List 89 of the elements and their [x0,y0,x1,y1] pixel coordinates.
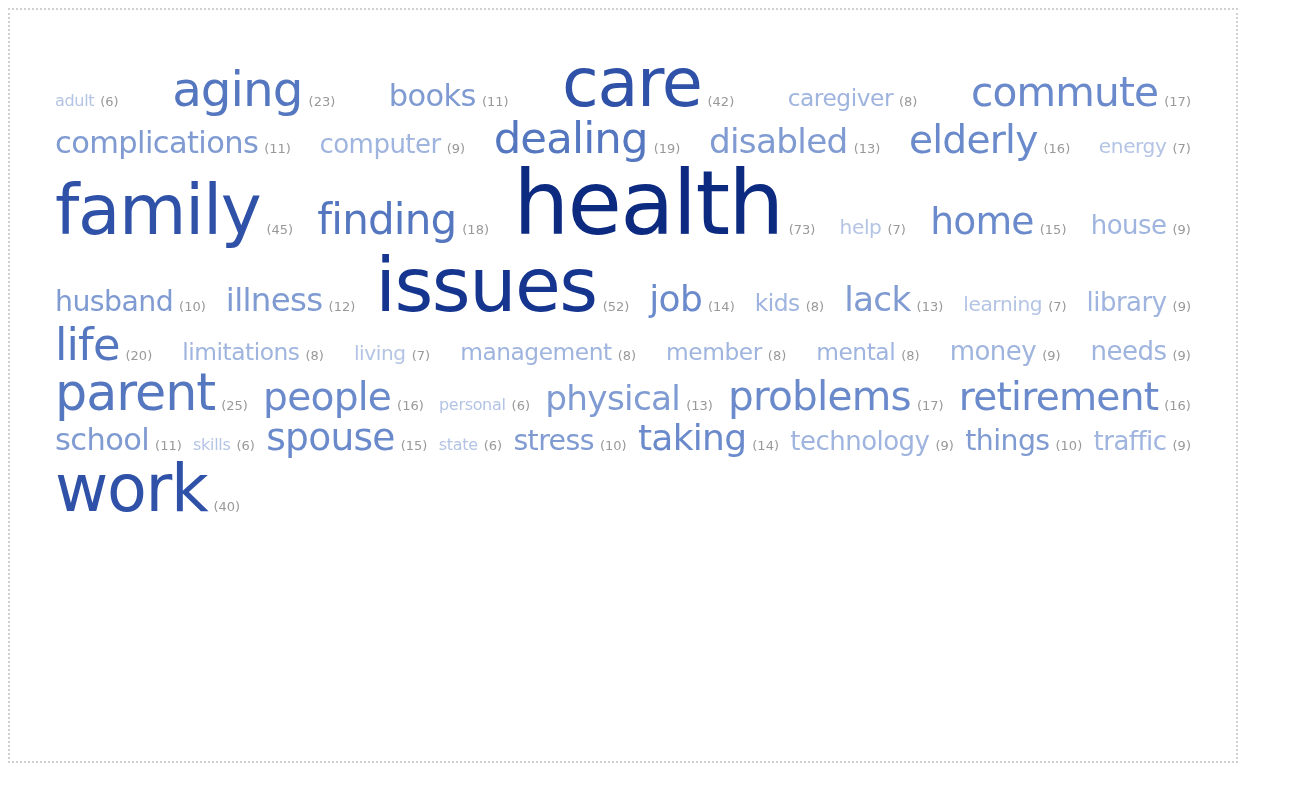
data-label: (10) [599,437,627,453]
data-label: (7) [1048,298,1067,314]
data-label: (9) [1172,298,1191,314]
category-label: elderly [908,116,1038,162]
category-label: family [55,170,261,251]
category-label: physical [545,378,681,419]
data-label: (25) [221,398,248,414]
data-label: (9) [935,437,954,453]
category-label: people [263,374,392,420]
category-label: limitations [182,338,300,366]
data-label: (11) [481,94,509,109]
data-label: (13) [853,140,881,156]
category-label: commute [970,68,1159,116]
data-label: (40) [213,499,241,515]
data-label: (8) [767,348,787,364]
category-label: kids [754,288,800,316]
data-label: (45) [266,222,294,238]
data-label: (52) [602,298,630,314]
category-label: books [388,78,476,113]
category-label: money [949,336,1037,367]
data-label: (11) [264,140,291,156]
data-label: (13) [916,298,944,314]
category-label: help [839,215,882,240]
data-label: (42) [707,94,735,109]
category-label: mental [816,338,896,366]
data-label: (8) [805,298,825,314]
category-label: computer [319,128,441,159]
data-label: (9) [446,140,466,156]
category-label: energy [1098,133,1167,158]
data-label: (9) [1042,348,1061,364]
data-label: (18) [462,222,489,238]
data-label: (6) [100,94,119,109]
data-label: (16) [397,398,424,414]
category-label: illness [225,280,323,319]
category-label: learning [963,291,1043,316]
category-label: personal [439,395,506,415]
data-label: (8) [305,348,324,364]
data-label: (17) [1164,94,1191,109]
category-label: house [1090,210,1167,241]
category-label: management [460,338,612,366]
category-label: living [353,341,406,366]
data-label: (17) [916,398,944,414]
category-label: member [666,338,762,366]
category-label: stress [513,423,594,457]
data-label: (14) [708,298,735,314]
category-label: adult [55,91,95,110]
category-label: lack [844,278,911,319]
data-label: (19) [653,140,681,156]
data-label: (14) [752,437,779,453]
data-label: (9) [1172,348,1191,364]
category-label: skills [193,434,231,454]
category-label: husband [55,284,174,318]
data-label: (9) [1172,222,1191,238]
category-label: caregiver [787,84,894,111]
category-label: aging [172,61,303,117]
data-label: (8) [899,94,918,109]
category-label: technology [790,425,930,456]
data-label: (13) [686,398,713,414]
data-label: (7) [887,222,906,238]
data-label: (73) [788,222,816,238]
data-label: (6) [236,437,255,453]
category-label: disabled [708,120,848,161]
data-label: (20) [125,348,153,364]
data-label: (8) [617,348,637,364]
data-label: (10) [179,298,206,314]
data-label: (8) [901,348,920,364]
category-label: traffic [1093,425,1167,456]
category-label: needs [1090,336,1167,367]
data-label: (6) [511,398,530,414]
category-label: retirement [958,374,1159,420]
data-label: (9) [1172,437,1191,453]
category-label: complications [55,124,259,160]
data-label: (10) [1055,437,1083,453]
category-label: job [649,277,703,319]
category-label: library [1086,286,1167,317]
data-label: (6) [483,437,503,453]
data-label: (16) [1164,398,1191,414]
category-label: finding [317,195,457,245]
data-label: (7) [411,348,431,364]
category-label: state [438,434,478,454]
data-label: (11) [155,437,182,453]
data-label: (15) [1039,222,1067,238]
data-label: (12) [328,298,356,314]
data-label: (15) [400,437,428,453]
data-label: (16) [1043,140,1071,156]
data-label: (23) [308,94,336,109]
category-label: things [965,423,1050,457]
category-label: home [930,199,1034,244]
data-label: (7) [1172,140,1191,156]
